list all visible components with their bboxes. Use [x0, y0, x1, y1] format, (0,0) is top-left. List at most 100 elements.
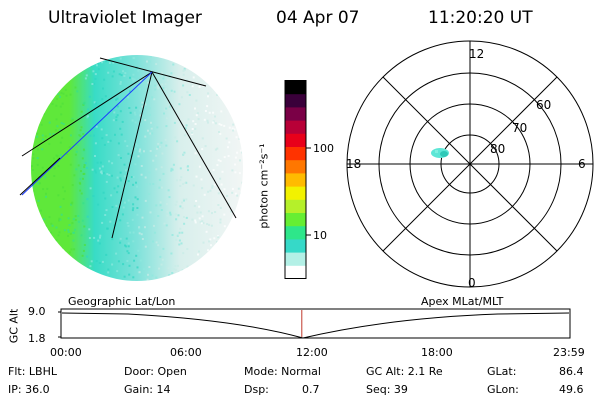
- speckle: [148, 266, 151, 268]
- speckle: [138, 88, 141, 91]
- speckle: [47, 251, 50, 254]
- speckle: [207, 249, 209, 252]
- speckle: [119, 110, 122, 113]
- speckle: [32, 153, 35, 156]
- speckle: [184, 127, 187, 130]
- speckle: [200, 178, 203, 181]
- earth-disc: [31, 55, 243, 281]
- speckle: [119, 127, 122, 130]
- speckle: [129, 111, 132, 114]
- speckle: [67, 280, 70, 281]
- speckle: [52, 133, 55, 136]
- speckle: [177, 270, 180, 273]
- speckle: [66, 63, 69, 66]
- speckle: [32, 157, 35, 160]
- speckle: [83, 172, 86, 175]
- speckle: [177, 264, 179, 267]
- speckle: [69, 163, 72, 166]
- speckle: [152, 240, 154, 243]
- speckle: [181, 207, 184, 210]
- speckle: [105, 180, 108, 183]
- speckle: [199, 221, 202, 224]
- speckle: [182, 198, 185, 201]
- speckle: [72, 231, 75, 234]
- speckle: [44, 176, 47, 179]
- speckle: [82, 102, 85, 105]
- speckle: [86, 215, 89, 218]
- info-mode: Mode: Normal: [244, 365, 321, 378]
- speckle: [201, 84, 204, 87]
- speckle: [206, 223, 209, 225]
- speckle: [223, 213, 226, 216]
- speckle: [127, 245, 130, 248]
- speckle: [219, 177, 222, 180]
- speckle: [33, 110, 36, 113]
- speckle: [155, 204, 158, 207]
- speckle: [80, 170, 82, 173]
- speckle: [41, 55, 44, 58]
- speckle: [50, 222, 53, 225]
- colorbar-segment: [285, 199, 306, 213]
- speckle: [240, 223, 243, 226]
- speckle: [138, 232, 141, 235]
- speckle: [107, 268, 110, 271]
- speckle: [43, 252, 46, 255]
- speckle: [57, 234, 60, 237]
- speckle: [121, 120, 124, 123]
- speckle: [228, 64, 231, 67]
- speckle: [167, 79, 170, 82]
- speckle: [235, 113, 238, 116]
- speckle: [117, 154, 120, 157]
- speckle: [74, 228, 76, 231]
- speckle: [69, 55, 71, 58]
- speckle: [48, 236, 51, 239]
- speckle: [79, 268, 82, 271]
- speckle: [99, 236, 101, 239]
- speckle: [97, 62, 100, 65]
- geo-grid-line-lower: [19, 157, 61, 196]
- speckle: [56, 155, 59, 158]
- speckle: [182, 69, 185, 72]
- speckle: [124, 140, 127, 143]
- speckle: [95, 260, 98, 263]
- speckle: [41, 166, 44, 169]
- speckle: [139, 148, 142, 151]
- speckle: [112, 119, 115, 122]
- speckle: [57, 261, 59, 264]
- info-gc-alt: GC Alt: 2.1 Re: [366, 365, 443, 378]
- speckle: [104, 95, 107, 98]
- speckle: [210, 224, 213, 227]
- speckle: [187, 169, 189, 172]
- speckle: [128, 273, 131, 276]
- speckle: [59, 95, 61, 98]
- speckle: [66, 55, 69, 58]
- speckle: [120, 74, 123, 77]
- speckle: [51, 224, 54, 227]
- speckle: [170, 89, 173, 92]
- speckle: [55, 118, 58, 121]
- speckle: [48, 216, 51, 219]
- speckle: [131, 209, 134, 212]
- speckle: [144, 140, 147, 143]
- speckle: [34, 113, 37, 116]
- speckle: [59, 57, 62, 60]
- speckle: [201, 215, 204, 218]
- speckle: [55, 226, 58, 229]
- speckle: [165, 107, 168, 110]
- speckle: [99, 171, 102, 174]
- colorbar-segment: [285, 159, 306, 174]
- speckle: [74, 72, 77, 74]
- speckle: [146, 60, 148, 63]
- speckle: [103, 143, 106, 146]
- speckle: [225, 246, 228, 249]
- speckle: [234, 156, 237, 159]
- speckle: [172, 72, 175, 75]
- speckle: [168, 196, 171, 199]
- speckle: [110, 194, 113, 197]
- speckle: [147, 273, 149, 276]
- speckle: [141, 216, 144, 219]
- speckle: [65, 57, 68, 60]
- speckle: [70, 265, 73, 268]
- speckle: [156, 85, 159, 88]
- speckle: [93, 236, 96, 239]
